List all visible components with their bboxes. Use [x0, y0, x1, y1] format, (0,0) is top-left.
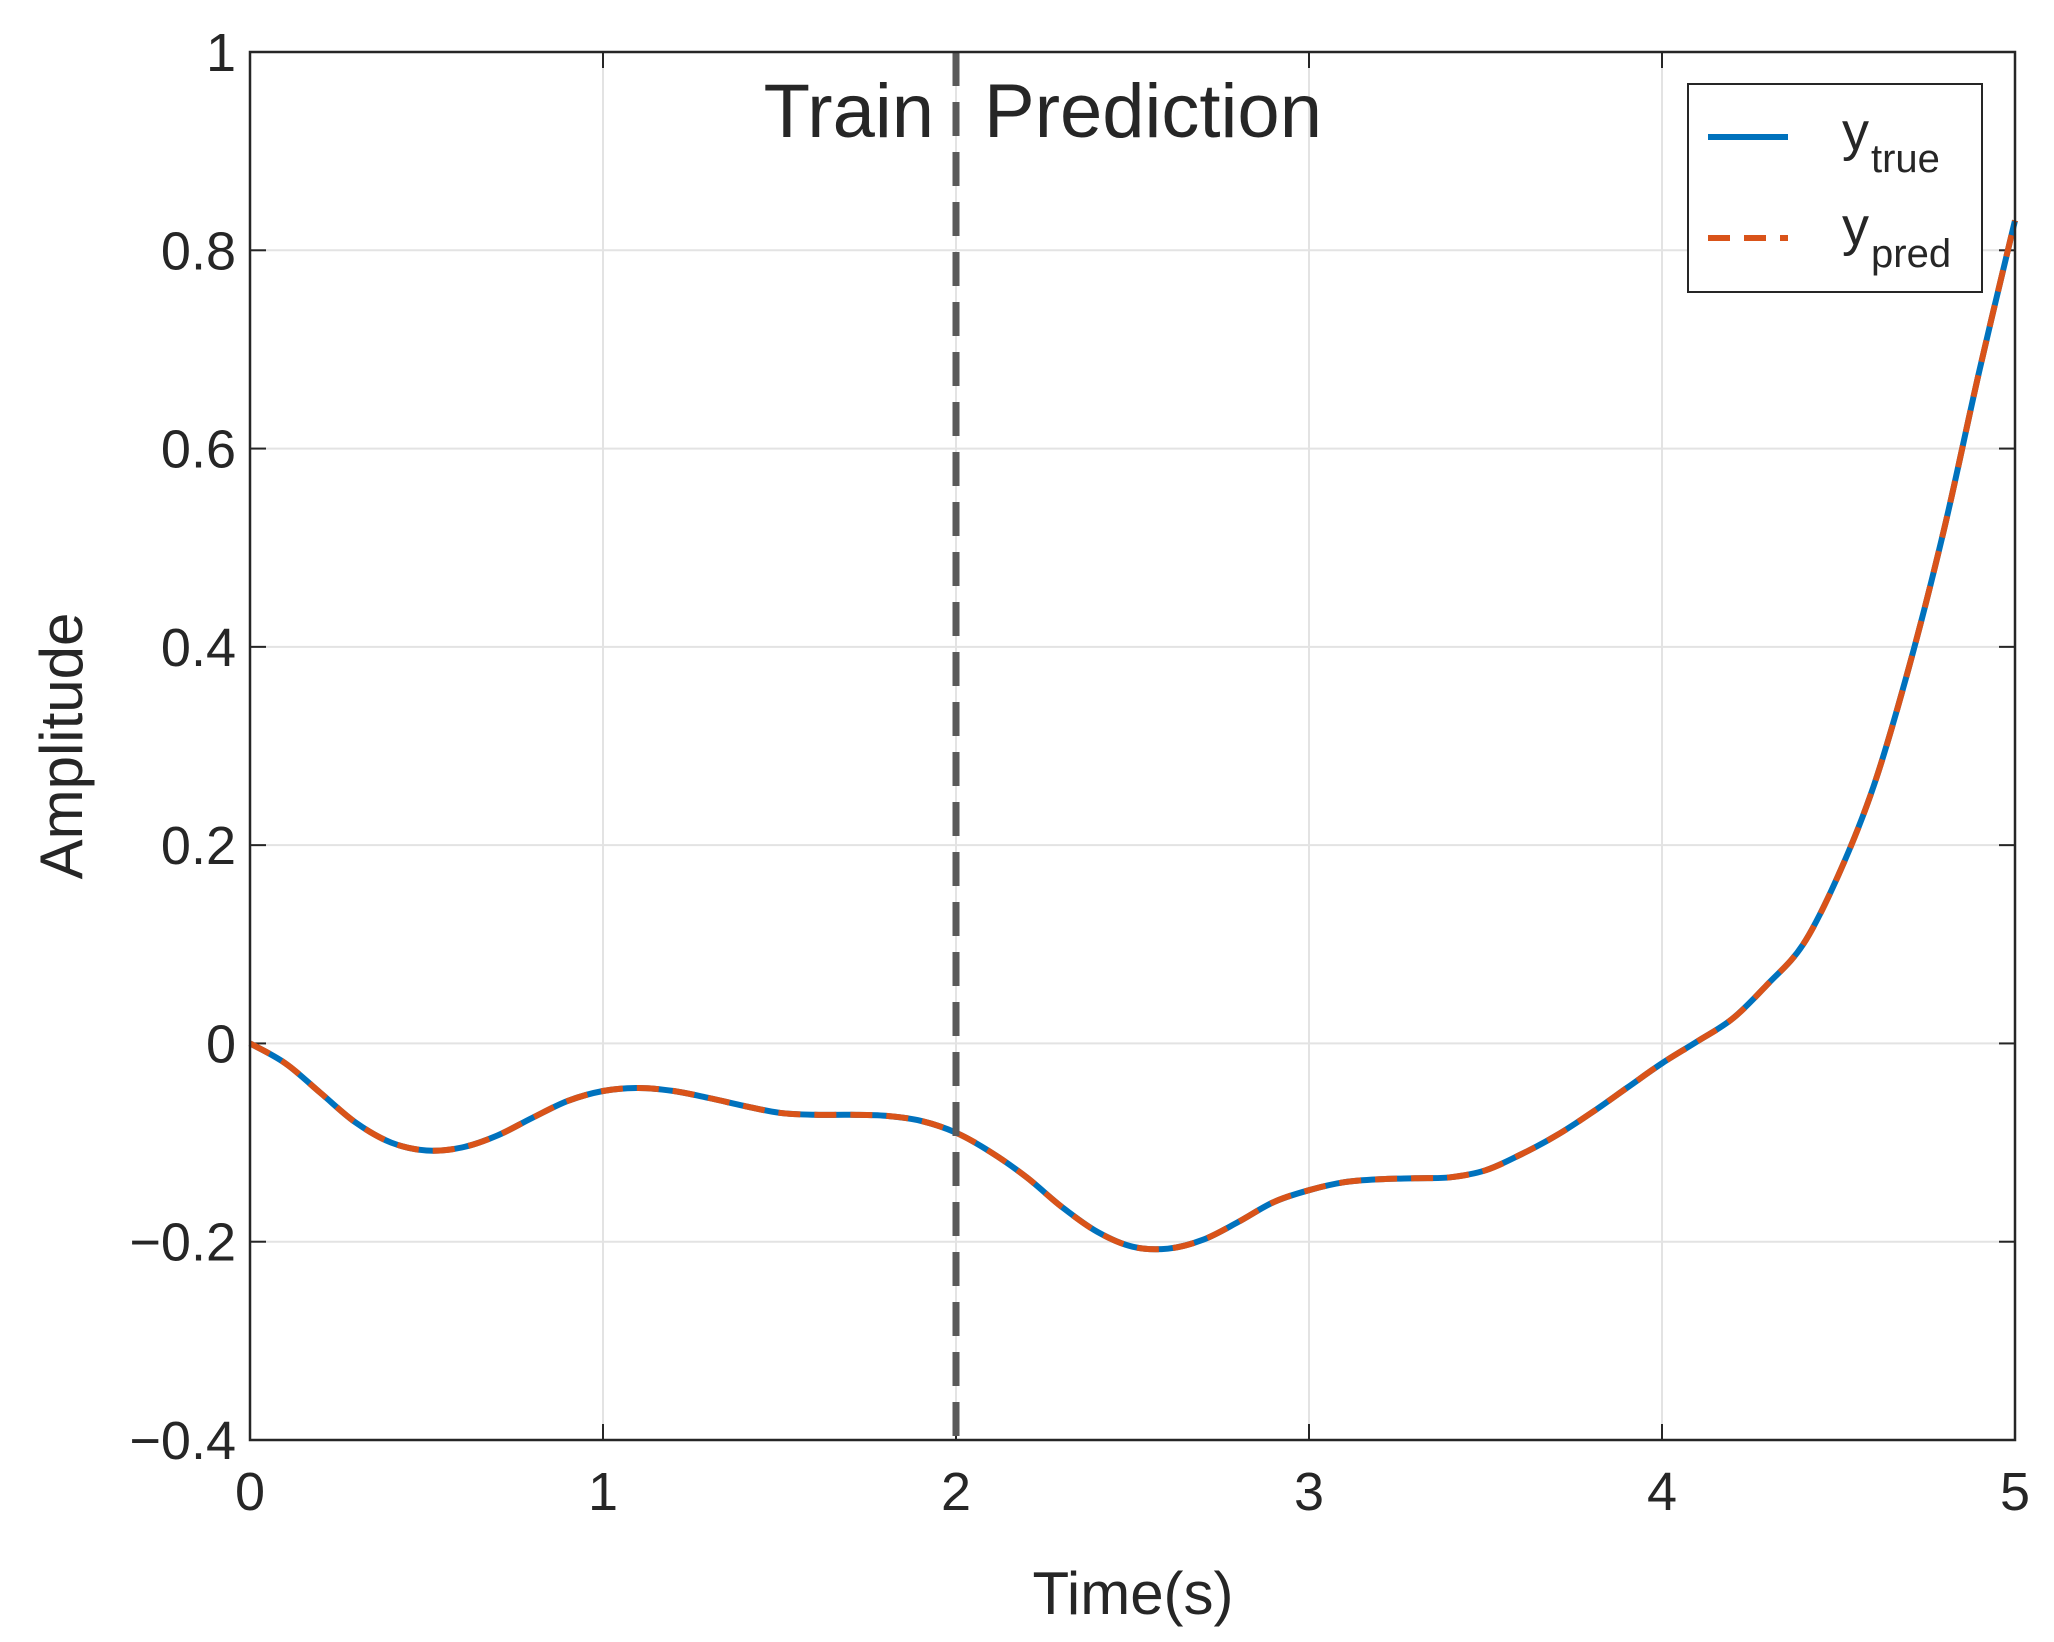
- legend-label-y-pred-sub: pred: [1871, 232, 1951, 276]
- x-tick-label-3: 3: [1294, 1462, 1324, 1522]
- legend-label-y-pred: ypred: [1842, 197, 1951, 276]
- x-tick-label-4: 4: [1647, 1462, 1677, 1522]
- y-tick-label-6: 0.8: [161, 221, 236, 281]
- x-tick-labels: 0 1 2 3 4 5: [235, 1462, 2030, 1522]
- x-tick-label-0: 0: [235, 1462, 265, 1522]
- x-tick-label-1: 1: [588, 1462, 618, 1522]
- legend-box: [1687, 83, 1983, 293]
- x-tick-label-5: 5: [2000, 1462, 2030, 1522]
- y-tick-labels: −0.4 −0.2 0 0.2 0.4 0.6 0.8 1: [129, 23, 236, 1471]
- y-tick-label-7: 1: [206, 23, 236, 83]
- plot-frame: [248, 50, 2017, 1442]
- series-layer: [248, 219, 2018, 1253]
- legend-label-y-true: ytrue: [1842, 102, 1940, 181]
- legend: ytrue ypred: [1687, 83, 1983, 293]
- y-tick-label-2: 0: [206, 1014, 236, 1074]
- legend-label-y-true-base: y: [1842, 102, 1869, 162]
- annotation-train: Train: [764, 69, 934, 154]
- y-tick-label-3: 0.2: [161, 816, 236, 876]
- legend-label-y-pred-base: y: [1842, 197, 1869, 257]
- series-line-y-pred: [248, 219, 2018, 1253]
- x-axis-title: Time(s): [1032, 1560, 1233, 1627]
- y-tick-label-4: 0.4: [161, 618, 236, 678]
- x-tick-label-2: 2: [941, 1462, 971, 1522]
- legend-label-y-true-sub: true: [1871, 137, 1940, 181]
- y-tick-label-1: −0.2: [129, 1213, 236, 1273]
- y-axis-title: Amplitude: [28, 613, 95, 880]
- annotation-prediction: Prediction: [984, 69, 1322, 154]
- y-tick-label-0: −0.4: [129, 1411, 236, 1471]
- y-tick-label-5: 0.6: [161, 420, 236, 480]
